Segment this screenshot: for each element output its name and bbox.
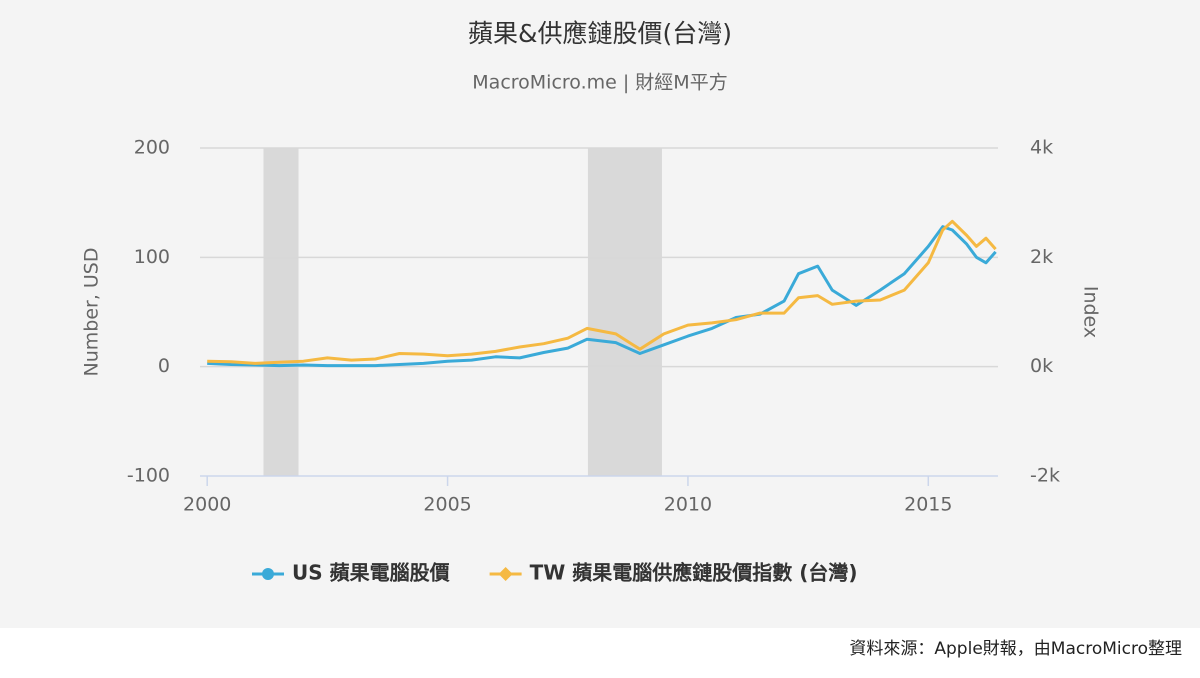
y-axis-title: Number, USD [81, 247, 103, 376]
y-tick-label: 0 [158, 355, 170, 377]
x-tick-label: 2010 [664, 494, 712, 516]
chart-title: 蘋果&供應鏈股價(台灣) [468, 19, 732, 48]
source-note: 資料來源：Apple財報，由MacroMicro整理 [849, 639, 1182, 659]
y2-axis-title: Index [1080, 286, 1102, 338]
series-line [207, 225, 997, 368]
y2-tick-label: 0k [1030, 355, 1053, 377]
x-tick-label: 2005 [423, 494, 471, 516]
legend-label: US 蘋果電腦股價 [292, 561, 451, 585]
y-tick-label: 200 [134, 137, 170, 159]
x-tick-label: 2000 [183, 494, 231, 516]
legend-marker [262, 568, 274, 580]
y2-tick-label: 2k [1030, 246, 1053, 268]
legend-label: TW 蘋果電腦供應鏈股價指數 (台灣) [530, 561, 858, 585]
y2-tick-label: -2k [1030, 465, 1060, 487]
legend-marker [498, 567, 513, 581]
recession-band [263, 148, 299, 476]
y-tick-label: 100 [134, 246, 170, 268]
chart-subtitle: MacroMicro.me | 財經M平方 [472, 72, 727, 94]
y2-tick-label: 4k [1030, 137, 1053, 159]
x-tick-label: 2015 [904, 494, 952, 516]
recession-band [587, 148, 662, 476]
series-line [207, 219, 997, 365]
y-tick-label: -100 [127, 465, 170, 487]
